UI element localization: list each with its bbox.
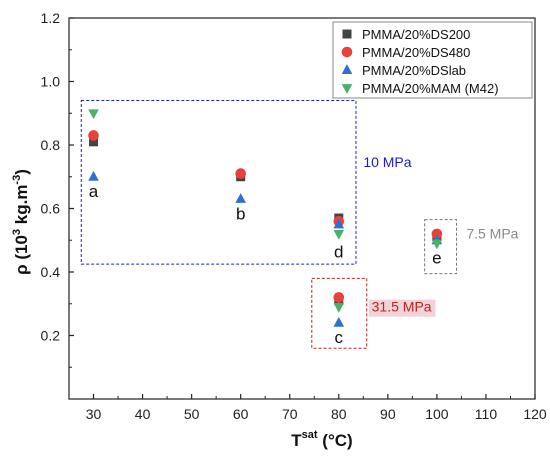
x-tick-label: 120 [523, 406, 547, 422]
point-label-d: d [334, 242, 343, 261]
x-tick-label: 30 [86, 406, 102, 422]
point-label-e: e [432, 249, 441, 268]
legend-marker-3 [341, 84, 353, 94]
x-tick-label: 110 [475, 406, 498, 422]
x-tick-label: 100 [425, 406, 449, 422]
y-axis-title: ρ (103 kg.m-3) [11, 169, 31, 275]
legend-label-0: PMMA/20%DS200 [362, 27, 470, 42]
data-point-series2-1 [235, 193, 246, 203]
legend-marker-1 [341, 46, 353, 58]
x-axis-title-main: T [291, 431, 302, 450]
data-point-series2-2 [333, 218, 345, 229]
annotation-highlight-2 [368, 299, 436, 317]
legend-items: PMMA/20%DS200 PMMA/20%DS480 PMMA/20%DSlab P… [341, 27, 499, 96]
x-tick-label: 60 [233, 406, 249, 422]
y-axis-title-sup2: -3 [11, 175, 23, 185]
y-tick-label: 0.4 [41, 264, 61, 280]
x-tick-label: 50 [184, 406, 200, 422]
annotation-box-1 [424, 219, 458, 275]
point-label-c: c [335, 328, 344, 347]
x-tick-label: 80 [331, 406, 347, 422]
x-axis-title-sup: sat [302, 429, 318, 441]
data-point-series1-0 [88, 130, 99, 141]
annotation-label-0: 10 MPa [363, 154, 411, 170]
annotation-label-2: 31.5 MPa [372, 299, 432, 315]
x-axis-title: Tsat (°C) [291, 429, 352, 450]
point-labels-layer: a b d c e [89, 182, 442, 347]
annotation-box-0 [80, 100, 357, 265]
data-point-series1-3 [431, 228, 443, 240]
x-tick-label: 40 [135, 406, 151, 422]
legend-marker-0 [342, 29, 352, 39]
annotation-box-2 [311, 277, 368, 349]
data-point-series3-3 [333, 302, 345, 313]
x-tick-label: 70 [282, 406, 298, 422]
data-point-series3-0 [88, 109, 99, 120]
y-tick-label: 0.8 [41, 137, 61, 153]
annotation-label-1: 7.5 MPa [466, 226, 518, 242]
legend-label-2: PMMA/20%DSlab [362, 63, 466, 78]
axis-layer: 30 40 50 60 70 80 90 100 110 120 0.2 0.4 0.6 0.8 1.0 1.… [41, 10, 547, 422]
data-point-series2-4 [333, 316, 345, 327]
data-point-series3-1 [333, 229, 345, 240]
marks-layer [88, 109, 443, 327]
data-point-series0-0 [89, 137, 99, 147]
y-axis-title-unit: kg.m [12, 185, 31, 229]
annotation-layer: 10 MPa 7.5 MPa 31.5 MPa [80, 100, 519, 349]
legend-marker-2 [341, 64, 353, 74]
y-tick-label: 1.2 [41, 10, 61, 26]
y-tick-label: 1.0 [41, 74, 61, 90]
x-axis-title-unit: (°C) [318, 431, 353, 450]
data-point-series2-0 [88, 170, 99, 181]
data-point-series1-4 [333, 292, 345, 303]
legend-label-3: PMMA/20%MAM (M42) [362, 81, 499, 96]
legend-label-1: PMMA/20%DS480 [362, 45, 470, 60]
point-label-b: b [236, 204, 245, 223]
y-axis-title-main: ρ (10 [12, 235, 31, 275]
y-axis-title-close: ) [12, 169, 31, 175]
legend-frame [332, 21, 533, 99]
y-tick-label: 0.2 [41, 328, 61, 344]
data-point-series1-1 [235, 168, 246, 179]
y-tick-label: 0.6 [41, 201, 61, 217]
legend: PMMA/20%DS200 PMMA/20%DS480 PMMA/20%DSlab P… [332, 21, 533, 99]
data-point-series3-2 [431, 239, 443, 250]
point-label-a: a [89, 182, 99, 201]
x-tick-label: 90 [380, 406, 396, 422]
y-axis-title-sup: 3 [11, 229, 23, 235]
